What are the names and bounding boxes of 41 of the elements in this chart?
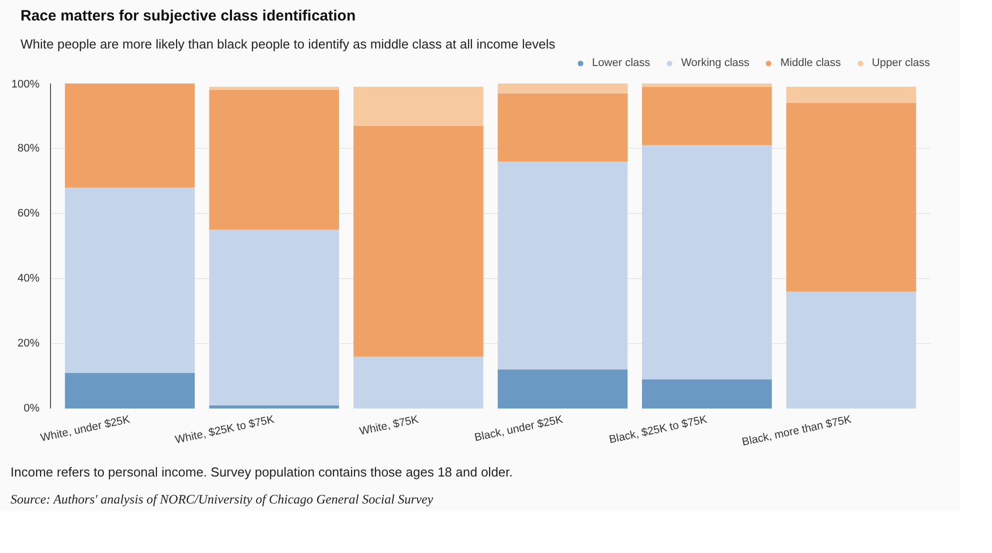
y-tick-label: 80%: [17, 142, 40, 154]
chart-title: Race matters for subjective class identification: [20, 8, 356, 24]
source-note: Source: Authors' analysis of NORC/University of Chicago General Social Survey: [10, 492, 434, 506]
legend-label: Middle class: [780, 57, 841, 69]
chart-subtitle: White people are more likely than black people to identify as middle class at all income levels: [20, 36, 556, 52]
x-tick-label: Black, $25K to $75K: [608, 413, 709, 446]
legend-label: Upper class: [872, 57, 930, 69]
bar: [786, 103, 916, 292]
x-tick-label: Black, under $25K: [473, 413, 565, 444]
bar: [786, 292, 916, 408]
y-tick-label: 40%: [17, 272, 40, 284]
x-tick-label: White, under $25K: [39, 413, 132, 444]
legend-label: Lower class: [592, 57, 650, 69]
bar: [209, 230, 340, 406]
bar: [498, 370, 628, 408]
bar: [353, 86, 484, 126]
x-tick-label: White, $75K: [358, 413, 420, 438]
bar: [642, 379, 772, 408]
bar: [353, 356, 484, 408]
bar: [498, 84, 628, 94]
bar: [64, 188, 195, 373]
bar: [209, 86, 340, 90]
y-tick-label: 60%: [17, 208, 40, 220]
legend-label: Working class: [681, 57, 750, 69]
text: Income refers to personal income. Survey population contains those ages 18 and older.: [10, 464, 513, 480]
y-tick-label: 0%: [24, 402, 40, 414]
bar: [353, 126, 484, 356]
x-tick-label: White, $25K to $75K: [174, 413, 276, 446]
bar: [642, 145, 772, 380]
bar: [64, 84, 195, 188]
y-tick-label: 20%: [17, 338, 40, 350]
bar: [64, 372, 195, 408]
bar: [642, 84, 772, 87]
bar: [498, 162, 628, 370]
bar: [642, 86, 772, 146]
y-tick-label: 100%: [11, 78, 40, 90]
bar: [209, 405, 340, 408]
bar: [786, 86, 916, 103]
bar: [209, 90, 340, 230]
x-tick-label: Black, more than $75K: [741, 413, 854, 449]
bar: [498, 93, 628, 162]
